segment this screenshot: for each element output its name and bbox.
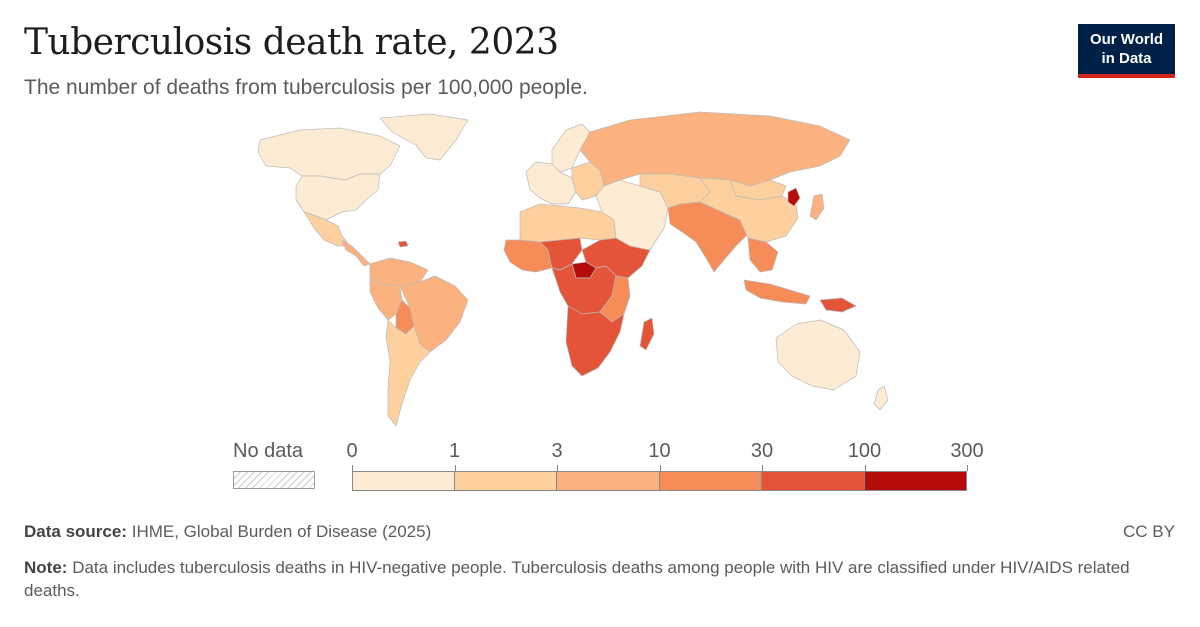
owid-logo[interactable]: Our World in Data — [1078, 24, 1175, 78]
region-papua[interactable] — [819, 297, 857, 313]
logo-line-2: in Data — [1101, 50, 1152, 67]
legend-tick — [762, 465, 763, 471]
legend-tick-label: 100 — [847, 440, 882, 462]
region-canada[interactable] — [257, 127, 401, 181]
region-australia[interactable] — [775, 319, 861, 391]
region-china[interactable] — [699, 177, 799, 243]
legend-tick-label: 1 — [448, 440, 461, 462]
region-usa[interactable] — [295, 173, 381, 221]
license-link[interactable]: CC BY — [1123, 522, 1175, 541]
region-greenland[interactable] — [379, 113, 469, 161]
legend-tick-label: 300 — [950, 440, 984, 462]
legend-bin[interactable] — [352, 471, 455, 491]
legend-bin[interactable] — [659, 471, 762, 491]
legend-tick — [967, 465, 968, 471]
legend-tick — [557, 465, 558, 471]
legend-tick-label: 10 — [648, 440, 671, 462]
region-southern-cone[interactable] — [385, 319, 431, 427]
legend-tick — [352, 465, 353, 471]
data-source: Data source: IHME, Global Burden of Dise… — [24, 522, 431, 542]
region-haiti[interactable] — [397, 240, 409, 248]
legend-bin[interactable] — [762, 471, 865, 491]
legend-bin[interactable] — [864, 471, 967, 491]
chart-title: Tuberculosis death rate, 2023 — [24, 22, 559, 63]
note: Note: Data includes tuberculosis deaths … — [24, 556, 1164, 602]
region-japan[interactable] — [809, 193, 825, 221]
region-russia[interactable] — [579, 111, 851, 187]
chart-subtitle: The number of deaths from tuberculosis p… — [24, 76, 588, 99]
region-west-africa[interactable] — [503, 239, 553, 273]
legend-bin[interactable] — [454, 471, 557, 491]
source-text[interactable]: IHME, Global Burden of Disease (2025) — [131, 522, 432, 541]
logo-line-1: Our World — [1089, 31, 1164, 48]
legend-tick — [454, 465, 456, 471]
note-label: Note: — [24, 558, 68, 577]
region-new-zealand[interactable] — [873, 385, 889, 411]
world-map[interactable] — [230, 100, 990, 430]
source-label: Data source: — [24, 522, 127, 541]
legend-tick-label: 3 — [551, 440, 563, 462]
legend-no-data-label: No data — [233, 440, 304, 462]
legend-no-data-swatch[interactable] — [233, 471, 315, 489]
note-text: Data includes tuberculosis deaths in HIV… — [24, 558, 1130, 600]
region-southeast-asia[interactable] — [747, 237, 779, 273]
region-southern-africa[interactable] — [565, 305, 625, 377]
region-mexico[interactable] — [303, 211, 351, 247]
region-madagascar[interactable] — [639, 317, 655, 351]
region-north-korea[interactable] — [787, 187, 801, 207]
legend-tick-label: 0 — [346, 440, 358, 462]
legend-bin[interactable] — [557, 471, 660, 491]
region-central-america[interactable] — [341, 239, 371, 267]
legend-tick-label: 30 — [750, 440, 774, 462]
legend-tick — [659, 465, 661, 471]
map-regions — [257, 111, 889, 427]
legend-tick — [864, 465, 866, 471]
region-indonesia[interactable] — [743, 279, 811, 305]
